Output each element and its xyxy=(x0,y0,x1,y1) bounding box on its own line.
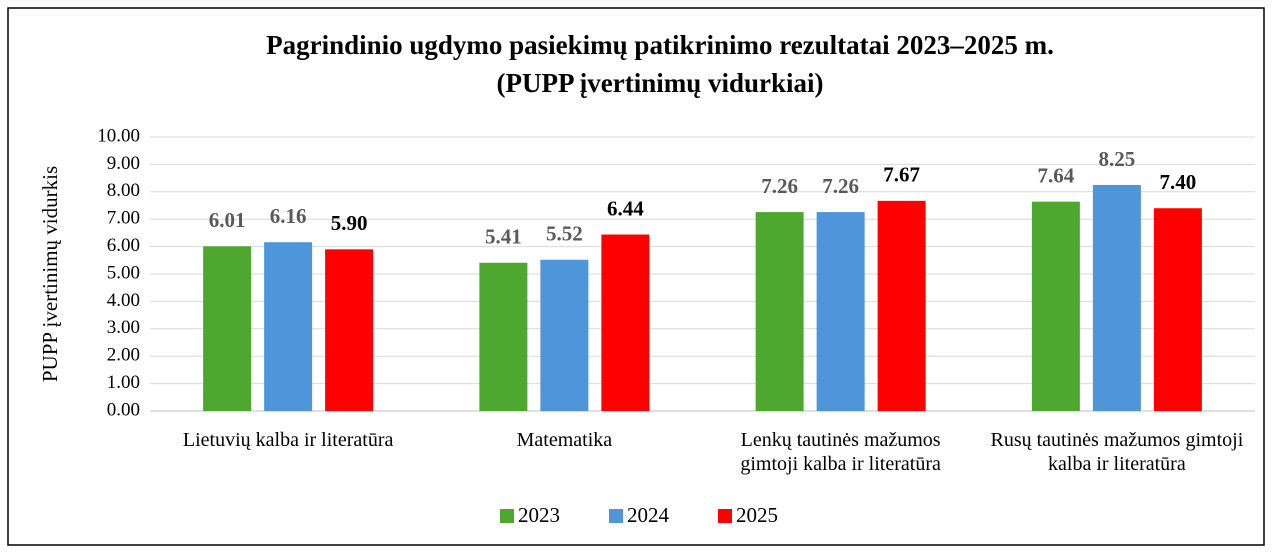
data-label: 6.01 xyxy=(209,208,246,232)
y-tick-label: 10.00 xyxy=(97,125,140,146)
bar xyxy=(1092,184,1141,411)
bar xyxy=(203,246,252,411)
y-tick-label: 0.00 xyxy=(107,399,140,420)
data-label: 5.41 xyxy=(485,225,522,249)
x-tick-label: Matematika xyxy=(516,429,613,451)
chart-subtitle: (PUPP įvertinimų vidurkiai) xyxy=(497,68,824,98)
legend-label: 2023 xyxy=(518,503,560,527)
bar xyxy=(1031,201,1080,411)
bar xyxy=(264,242,313,411)
x-tick-label: Lenkų tautinės mažumos gimtoji kalba ir … xyxy=(740,429,941,475)
data-label: 5.52 xyxy=(546,222,583,246)
y-tick-label: 2.00 xyxy=(107,345,140,366)
data-label: 6.44 xyxy=(607,196,644,220)
y-tick-label: 5.00 xyxy=(107,262,140,283)
x-tick-label: Lietuvių kalba ir literatūra xyxy=(182,429,394,451)
data-label: 5.90 xyxy=(331,211,368,235)
bar xyxy=(1153,208,1202,411)
data-label: 6.16 xyxy=(270,204,307,228)
bar xyxy=(325,249,374,411)
legend-label: 2024 xyxy=(627,503,670,527)
legend-label: 2025 xyxy=(736,503,778,527)
legend-swatch xyxy=(718,509,732,523)
data-label: 8.25 xyxy=(1099,147,1136,171)
y-tick-label: 7.00 xyxy=(107,208,140,229)
y-tick-label: 1.00 xyxy=(107,372,140,393)
legend-swatch xyxy=(609,509,623,523)
bar xyxy=(601,234,650,411)
y-tick-label: 9.00 xyxy=(107,153,140,174)
legend-swatch xyxy=(500,509,514,523)
data-label: 7.40 xyxy=(1160,170,1197,194)
data-label: 7.64 xyxy=(1038,163,1075,187)
y-tick-label: 4.00 xyxy=(107,290,140,311)
x-tick-label: Rusų tautinės mažumos gimtoji kalba ir l… xyxy=(990,429,1244,475)
chart-title: Pagrindinio ugdymo pasiekimų patikrinimo… xyxy=(266,30,1054,60)
bar xyxy=(816,212,865,411)
data-label: 7.26 xyxy=(761,174,798,198)
y-tick-label: 3.00 xyxy=(107,317,140,338)
bar xyxy=(755,212,804,411)
bar xyxy=(479,262,528,411)
data-label: 7.67 xyxy=(883,163,920,187)
y-tick-label: 6.00 xyxy=(107,235,140,256)
data-label: 7.26 xyxy=(822,174,859,198)
bar xyxy=(877,200,926,411)
y-tick-label: 8.00 xyxy=(107,180,140,201)
y-axis-label: PUPP įvertinimų vidurkis xyxy=(38,166,62,382)
bar xyxy=(540,259,589,411)
